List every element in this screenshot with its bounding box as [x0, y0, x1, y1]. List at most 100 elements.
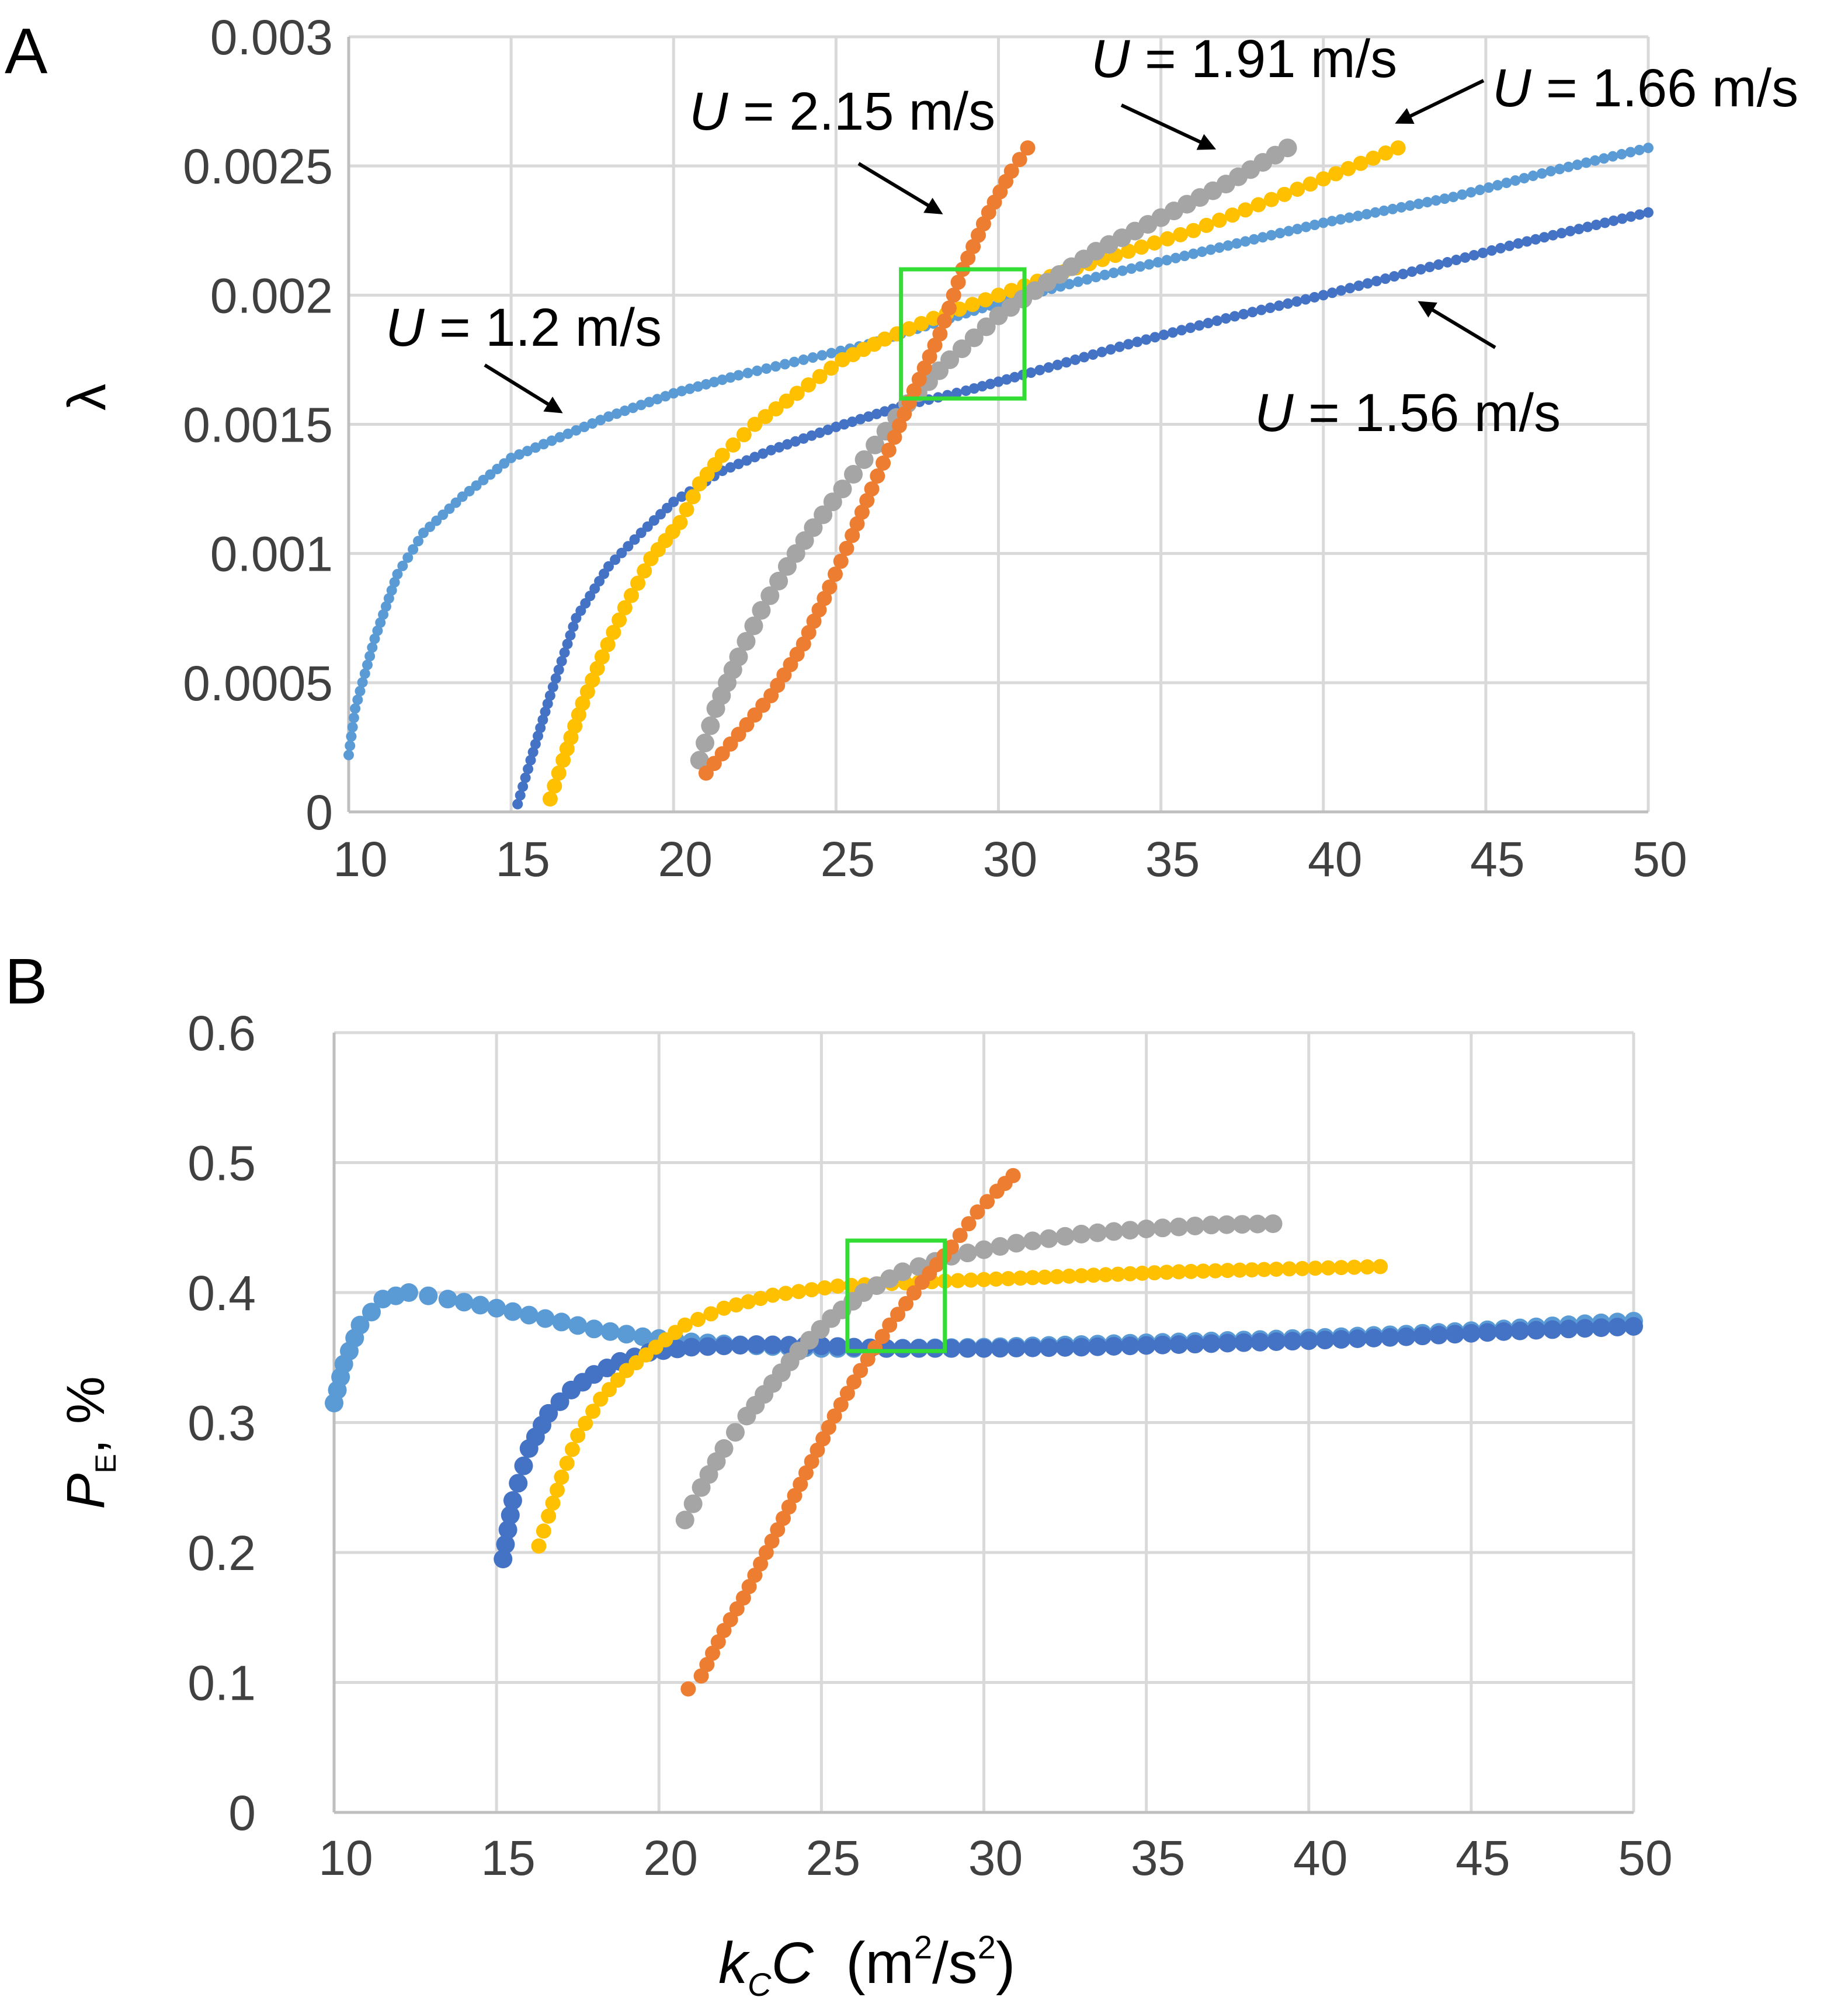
data-point [1176, 325, 1187, 336]
data-point [1020, 140, 1036, 156]
data-point [1273, 300, 1284, 311]
data-point [676, 385, 687, 397]
data-point [587, 418, 598, 429]
data-point [1250, 1332, 1270, 1352]
series-u-1-2 [343, 143, 1654, 760]
data-point [854, 504, 870, 520]
data-point [506, 453, 517, 464]
data-point [542, 791, 558, 807]
data-point [1274, 228, 1286, 239]
data-point [846, 1374, 862, 1390]
data-point [343, 749, 354, 760]
data-point [824, 360, 839, 376]
data-point [1519, 173, 1530, 184]
annotation-label: U = 1.91 m/s [1091, 29, 1397, 89]
data-point [1218, 1333, 1237, 1353]
data-point [870, 468, 885, 484]
annotation-variable: U [385, 298, 425, 357]
data-point [1291, 296, 1302, 307]
data-point [776, 1510, 791, 1526]
data-point [1321, 1260, 1336, 1276]
data-point [864, 481, 880, 497]
data-point [438, 1290, 457, 1309]
x-tick-label: 20 [658, 832, 713, 887]
data-point [1451, 255, 1462, 266]
series-a [343, 138, 1654, 810]
highlight-rect [845, 1238, 947, 1353]
data-point [633, 1327, 652, 1346]
data-point [1315, 1331, 1335, 1350]
series-u-1-91 [675, 1214, 1283, 1530]
y-tick-label: 0.003 [210, 10, 333, 65]
data-point [698, 1337, 717, 1356]
data-point [1173, 227, 1188, 242]
data-point [637, 563, 652, 579]
data-point [960, 385, 971, 396]
data-point [660, 391, 671, 402]
data-point [977, 317, 996, 336]
data-point [359, 668, 370, 679]
data-point [554, 432, 565, 443]
data-point [927, 338, 943, 353]
data-point [1265, 303, 1276, 314]
data-point [725, 1423, 745, 1442]
data-point [733, 459, 744, 470]
data-point [550, 1392, 569, 1411]
data-point [635, 527, 647, 539]
data-point [839, 540, 854, 556]
data-point [798, 354, 809, 365]
data-point [1220, 313, 1231, 324]
data-point [520, 772, 531, 783]
data-point [367, 642, 378, 653]
data-point [1302, 176, 1318, 192]
x-tick-label: 45 [1470, 832, 1524, 887]
y-tick-label: 0.6 [187, 1006, 256, 1061]
data-point [677, 1317, 693, 1333]
y-axis-label-b: PE, % [56, 1376, 122, 1509]
data-point [1283, 298, 1294, 309]
data-point [1364, 1328, 1383, 1347]
data-point [617, 1325, 636, 1344]
data-point [487, 1298, 506, 1318]
data-point [741, 1294, 756, 1310]
data-point [788, 356, 800, 367]
data-point [1591, 220, 1602, 231]
x-ticks-a: 10 15 20 25 30 35 40 45 50 [333, 832, 1687, 887]
data-point [716, 1300, 732, 1316]
data-point [612, 612, 627, 628]
data-point [531, 1538, 547, 1554]
data-point [1037, 1269, 1052, 1285]
data-point [1249, 234, 1260, 245]
data-point [1086, 1267, 1102, 1283]
annotation-value: = 2.15 m/s [728, 82, 995, 141]
data-point [685, 489, 701, 505]
data-point [1201, 1334, 1221, 1353]
data-point [1283, 1332, 1302, 1351]
data-point [1126, 263, 1137, 274]
data-point [798, 433, 809, 444]
data-point [1169, 1217, 1189, 1237]
data-point [811, 602, 827, 618]
y-tick-label: 0.3 [187, 1396, 256, 1451]
data-point [1625, 211, 1637, 222]
data-point [549, 1482, 565, 1498]
data-point [991, 1237, 1010, 1256]
data-point [826, 348, 837, 359]
data-point [714, 1336, 734, 1356]
data-point [737, 632, 756, 651]
data-point [509, 1474, 528, 1493]
data-point [769, 571, 788, 591]
data-point [544, 690, 555, 701]
data-point [1167, 327, 1178, 338]
x-tick-label: 10 [333, 832, 387, 887]
data-point [1039, 1338, 1058, 1357]
data-point [879, 406, 890, 417]
data-point [1545, 166, 1557, 177]
data-point [1573, 224, 1585, 235]
data-point [623, 588, 639, 603]
data-point [564, 1442, 580, 1457]
data-point [693, 1668, 709, 1684]
annotation-arrow [857, 162, 943, 214]
data-point [741, 455, 752, 466]
